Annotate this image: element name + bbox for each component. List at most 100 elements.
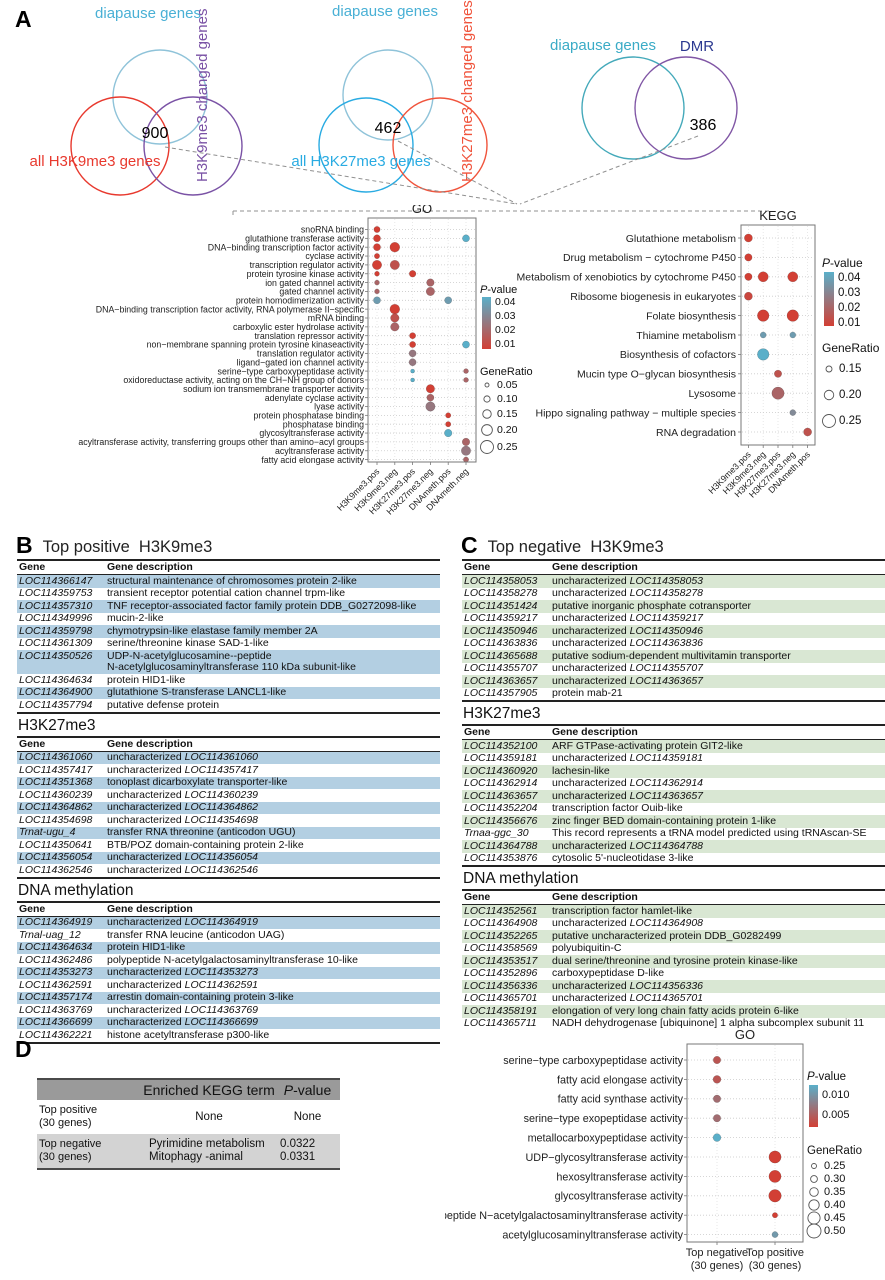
gene-row: LOC114359753 transient receptor potential… — [17, 587, 440, 601]
gene-row: LOC114364900 glutathione S-transferase LA… — [17, 686, 440, 699]
gene-description: This record represents a tRNA model pred… — [552, 827, 867, 839]
panel-b-title: Top positive H3K9me3 — [42, 538, 213, 556]
row-label: ion gated channel activity — [265, 278, 364, 288]
pvalue-legend-label: 0.04 — [838, 272, 861, 284]
gene-row: LOC114357417 uncharacterized LOC114357417 — [17, 764, 440, 777]
row-label: serine−type carboxypeptidase activity — [503, 1055, 683, 1067]
gene-table-column-header: Gene — [462, 890, 550, 905]
section-heading: DNA methylation — [18, 881, 134, 899]
data-dot — [712, 1055, 722, 1065]
gene-row: LOC114363836 uncharacterized LOC114363836 — [462, 637, 885, 651]
data-dot — [373, 296, 381, 305]
data-dot — [463, 456, 469, 463]
gene-description: putative defense protein — [107, 698, 220, 711]
pvalue-legend-label: 0.01 — [495, 338, 516, 350]
gene-row: LOC114362546 uncharacterized LOC114362546 — [17, 864, 440, 878]
kegg-table-row: Top positive (30 genes) None None — [37, 1100, 340, 1134]
gene-row: LOC114359181 uncharacterized LOC114359181 — [462, 752, 885, 766]
venn1-left-label: all H3K9me3 genes — [30, 153, 161, 170]
data-dot — [374, 271, 380, 277]
gene-group-label: Top positive (30 genes) — [39, 1104, 98, 1129]
venn2-right-label: H3K27me3 changed genes — [459, 0, 476, 182]
gene-row: LOC114358191 elongation of very long chai… — [462, 1005, 885, 1018]
gene-id: LOC114356676 — [464, 814, 538, 827]
gene-row: LOC114352100 ARF GTPase-activating protei… — [462, 739, 885, 753]
gene-row: LOC114357905 protein mab-21 — [462, 687, 885, 702]
row-label: Folate biosynthesis — [646, 310, 736, 322]
kegg-A-title: KEGG — [759, 208, 797, 223]
gene-id: LOC114356336 — [464, 979, 538, 992]
generatio-legend-label: 0.15 — [839, 363, 861, 375]
gene-description: uncharacterized LOC114363836 — [552, 637, 704, 649]
generatio-legend-label: 0.45 — [824, 1212, 845, 1224]
gene-id: LOC114363836 — [464, 637, 538, 649]
generatio-legend-label: 0.25 — [839, 415, 861, 427]
data-dot — [744, 272, 753, 281]
data-dot — [373, 226, 381, 233]
gene-id: LOC114352100 — [464, 739, 538, 752]
generatio-legend-circle — [810, 1175, 818, 1183]
gene-description: protein HID1-like — [107, 941, 186, 953]
gene-description: histone acetyltransferase p300-like — [107, 1028, 270, 1041]
gene-description: ARF GTPase-activating protein GIT2-like — [552, 739, 743, 752]
gene-id: LOC114356054 — [19, 851, 93, 863]
kegg-A-pvalue-legend-title: P-value — [822, 256, 863, 270]
gene-id: LOC114359798 — [19, 624, 93, 637]
pvalue-legend-label: 0.005 — [822, 1109, 850, 1121]
gene-description: uncharacterized LOC114363657 — [552, 674, 704, 687]
data-dot — [462, 234, 470, 243]
row-label: adenylate cyclase activity — [265, 393, 365, 403]
gene-id: LOC114363657 — [464, 789, 538, 802]
gene-row: LOC114365688 putative sodium-dependent mu… — [462, 650, 885, 663]
gene-description: polypeptide N-acetylgalactosaminyltransf… — [107, 953, 358, 966]
gene-description: zinc finger BED domain-containing protei… — [552, 814, 777, 827]
gene-description: uncharacterized LOC114365701 — [552, 992, 704, 1004]
gene-description: uncharacterized LOC114359217 — [552, 612, 704, 624]
gene-description: protein HID1-like — [107, 673, 186, 686]
gene-id: LOC114359181 — [464, 752, 538, 764]
gene-id: LOC114364900 — [19, 686, 93, 698]
gene-id: LOC114352896 — [464, 967, 538, 979]
row-label: DNA−binding transcription factor activit… — [96, 304, 365, 314]
data-dot — [744, 253, 753, 262]
gene-description: uncharacterized LOC114353273 — [107, 966, 259, 978]
data-dot — [768, 1189, 782, 1203]
gene-row: LOC114364634 protein HID1-like — [17, 674, 440, 687]
gene-description: transient receptor potential cation chan… — [107, 587, 346, 599]
gene-description: uncharacterized LOC114364908 — [552, 917, 704, 929]
row-label: glycosyltransferase activity — [259, 428, 364, 438]
gene-row: LOC114363769 uncharacterized LOC114363769 — [17, 1004, 440, 1017]
gene-description: uncharacterized LOC114363657 — [552, 789, 704, 802]
gene-id: LOC114358053 — [464, 574, 538, 587]
data-dot — [803, 427, 812, 437]
gene-table: Gene Gene description LOC114361060 uncharac… — [17, 735, 440, 879]
gene-description: uncharacterized LOC114360239 — [107, 788, 259, 801]
generatio-legend-label: 0.50 — [824, 1225, 845, 1237]
gene-id: LOC114364862 — [19, 801, 93, 813]
row-label: RNA degradation — [656, 427, 736, 439]
gene-id: LOC114362546 — [19, 863, 93, 876]
row-label: phosphatase binding — [283, 419, 364, 429]
gene-row: LOC114358278 uncharacterized LOC114358278 — [462, 587, 885, 601]
gene-description: structural maintenance of chromosomes pr… — [107, 574, 357, 587]
row-label: translation regulator activity — [257, 349, 365, 359]
generatio-legend-circle — [481, 424, 493, 436]
pvalue-legend-label: 0.03 — [495, 310, 516, 322]
gene-group-label: Top negative (30 genes) — [39, 1138, 102, 1163]
gene-row: LOC114352204 transcription factor Ouib-li… — [462, 802, 885, 816]
pvalue-legend-label: 0.010 — [822, 1089, 850, 1101]
gene-id: LOC114362591 — [19, 978, 93, 991]
data-dot — [759, 331, 767, 339]
row-label: transcription regulator activity — [250, 260, 365, 270]
gene-description: uncharacterized LOC114364862 — [107, 801, 259, 813]
gene-id: LOC114358278 — [464, 587, 538, 599]
gene-description: uncharacterized LOC114362546 — [107, 863, 259, 876]
gene-description: uncharacterized LOC114356336 — [552, 979, 704, 992]
gene-row: LOC114363657 uncharacterized LOC114363657 — [462, 675, 885, 688]
kegg-table-header-term: Enriched KEGG term — [143, 1078, 275, 1100]
row-label: fatty acid synthase activity — [558, 1094, 684, 1106]
gene-id: LOC114364919 — [19, 916, 93, 928]
gene-row: LOC114362221 histone acetyltransferase p3… — [17, 1029, 440, 1043]
panel-d: Enriched KEGG term P-value Top positive(… — [37, 1078, 340, 1170]
